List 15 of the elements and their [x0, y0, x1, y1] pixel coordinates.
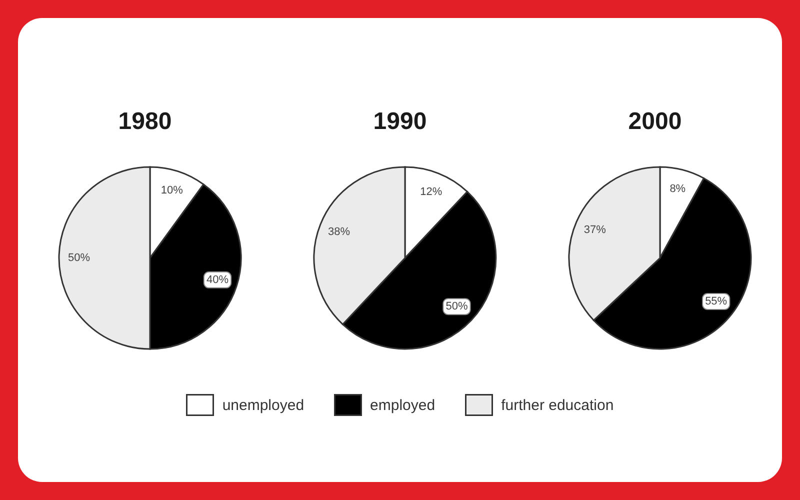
data-label: 38%: [328, 226, 350, 238]
data-label: 40%: [206, 274, 229, 286]
legend-label: further education: [501, 396, 614, 414]
data-label: 55%: [705, 296, 728, 308]
data-label: 50%: [68, 252, 90, 264]
legend-label: employed: [370, 396, 436, 414]
data-label: 37%: [584, 224, 606, 236]
legend-label: unemployed: [222, 396, 304, 414]
slice-label: 1980: [118, 108, 172, 135]
data-label: 12%: [420, 186, 442, 198]
data-label: 10%: [160, 184, 184, 196]
slice-label: 1990: [373, 108, 427, 135]
data-label: 50%: [446, 300, 468, 313]
slice-label: 2000: [628, 108, 682, 135]
data-label: 8%: [670, 183, 686, 196]
